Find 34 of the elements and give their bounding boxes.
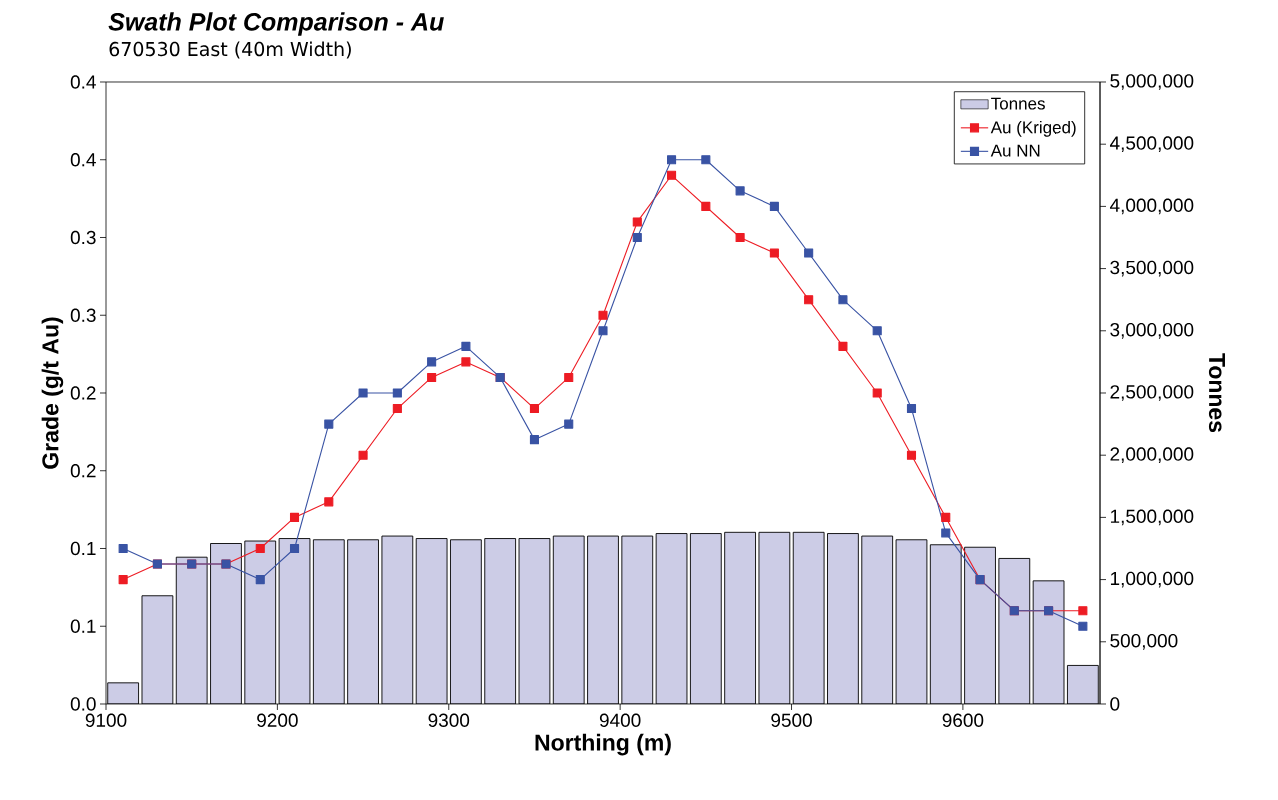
y-tick-label: 0.4 — [70, 153, 96, 167]
chart-title: Swath Plot Comparison - Au — [108, 12, 444, 36]
y2-tick-label: 3,500,000 — [1110, 260, 1194, 277]
y2-tick-label: 0 — [1110, 697, 1120, 711]
x-tick-label: 9100 — [85, 713, 127, 727]
y-tick-label: 0.2 — [70, 464, 96, 478]
legend-label: Au NN — [990, 144, 1040, 157]
y-tick-label: 0.3 — [70, 230, 96, 245]
legend-label: Au (Kriged) — [990, 120, 1076, 137]
legend-label: Tonnes — [991, 97, 1045, 110]
x-axis-title: Northing (m) — [535, 733, 671, 756]
y-axis-title: Grade (g/t Au) — [41, 317, 64, 469]
y-tick-label: 0.2 — [70, 386, 96, 400]
y2-tick-label: 1,000,000 — [1110, 571, 1194, 588]
y2-tick-label: 500,000 — [1110, 633, 1178, 650]
x-tick-label: 9500 — [771, 713, 812, 727]
x-tick-label: 9200 — [257, 713, 298, 727]
chart-subtitle: 670530 East (40m Width) — [109, 41, 351, 59]
y-tick-label: 0.1 — [70, 541, 96, 556]
y2-axis-title: Tonnes — [1208, 353, 1225, 433]
y2-tick-label: 4,000,000 — [1109, 198, 1194, 215]
y-tick-label: 0.1 — [70, 619, 96, 633]
y-tick-label: 0.3 — [70, 308, 96, 322]
y2-tick-label: 5,000,000 — [1110, 74, 1194, 90]
y2-tick-label: 2,000,000 — [1110, 447, 1194, 464]
y-tick-label: 0.0 — [70, 697, 96, 711]
x-tick-label: 9600 — [942, 713, 984, 727]
y2-tick-label: 2,500,000 — [1110, 385, 1194, 401]
y2-tick-label: 4,500,000 — [1109, 136, 1194, 153]
y2-tick-label: 1,500,000 — [1110, 509, 1194, 526]
x-tick-label: 9300 — [428, 713, 470, 727]
x-tick-label: 9400 — [599, 713, 641, 727]
y2-tick-label: 3,000,000 — [1110, 322, 1194, 339]
y-tick-label: 0.4 — [70, 75, 96, 89]
